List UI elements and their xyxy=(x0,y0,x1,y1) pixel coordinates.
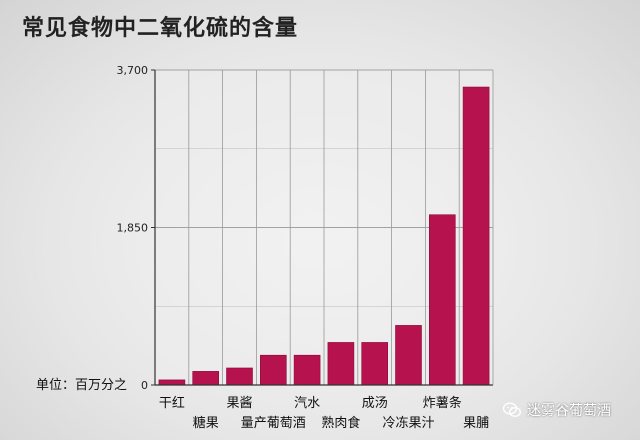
bar-1 xyxy=(158,379,186,386)
grid-lines xyxy=(155,69,493,385)
x-tick-label-4: 量产葡萄酒 xyxy=(241,416,306,431)
x-tick-label-9: 炸薯条 xyxy=(423,395,462,411)
bar-9 xyxy=(428,214,456,386)
bar-2 xyxy=(192,371,219,386)
x-tick-label-2: 糖果 xyxy=(193,415,219,431)
bars xyxy=(158,86,490,386)
x-tick-label-8: 冷冻果汁 xyxy=(382,415,434,431)
x-tick-label-6: 熟肉食 xyxy=(321,415,360,431)
y-tick-label: 0 xyxy=(141,379,148,392)
x-tick-label-5: 汽水 xyxy=(294,396,320,411)
x-tick-label-7: 成汤 xyxy=(362,396,388,411)
bar-10 xyxy=(462,86,490,386)
wechat-icon xyxy=(503,402,521,417)
bar-3 xyxy=(226,367,253,386)
y-tick-labels: 0 1,850 3,700 xyxy=(117,64,155,392)
x-tick-label-1: 干红 xyxy=(159,395,185,411)
y-tick-label: 3,700 xyxy=(117,64,149,77)
bar-4 xyxy=(259,354,287,386)
bar-8 xyxy=(395,325,422,386)
watermark-text: 迷雾谷葡萄酒 xyxy=(527,403,611,419)
chart-title: 常见食物中二氧化硫的含量 xyxy=(22,16,299,41)
x-tick-label-3: 果酱 xyxy=(226,396,252,411)
bar-6 xyxy=(327,342,355,386)
y-tick-label: 1,850 xyxy=(117,222,149,235)
bar-7 xyxy=(361,342,389,386)
unit-label: 单位：百万分之 xyxy=(36,378,127,393)
bar-5 xyxy=(293,354,321,386)
watermark: 迷雾谷葡萄酒 xyxy=(503,400,611,420)
x-tick-label-10: 果脯 xyxy=(463,416,489,431)
